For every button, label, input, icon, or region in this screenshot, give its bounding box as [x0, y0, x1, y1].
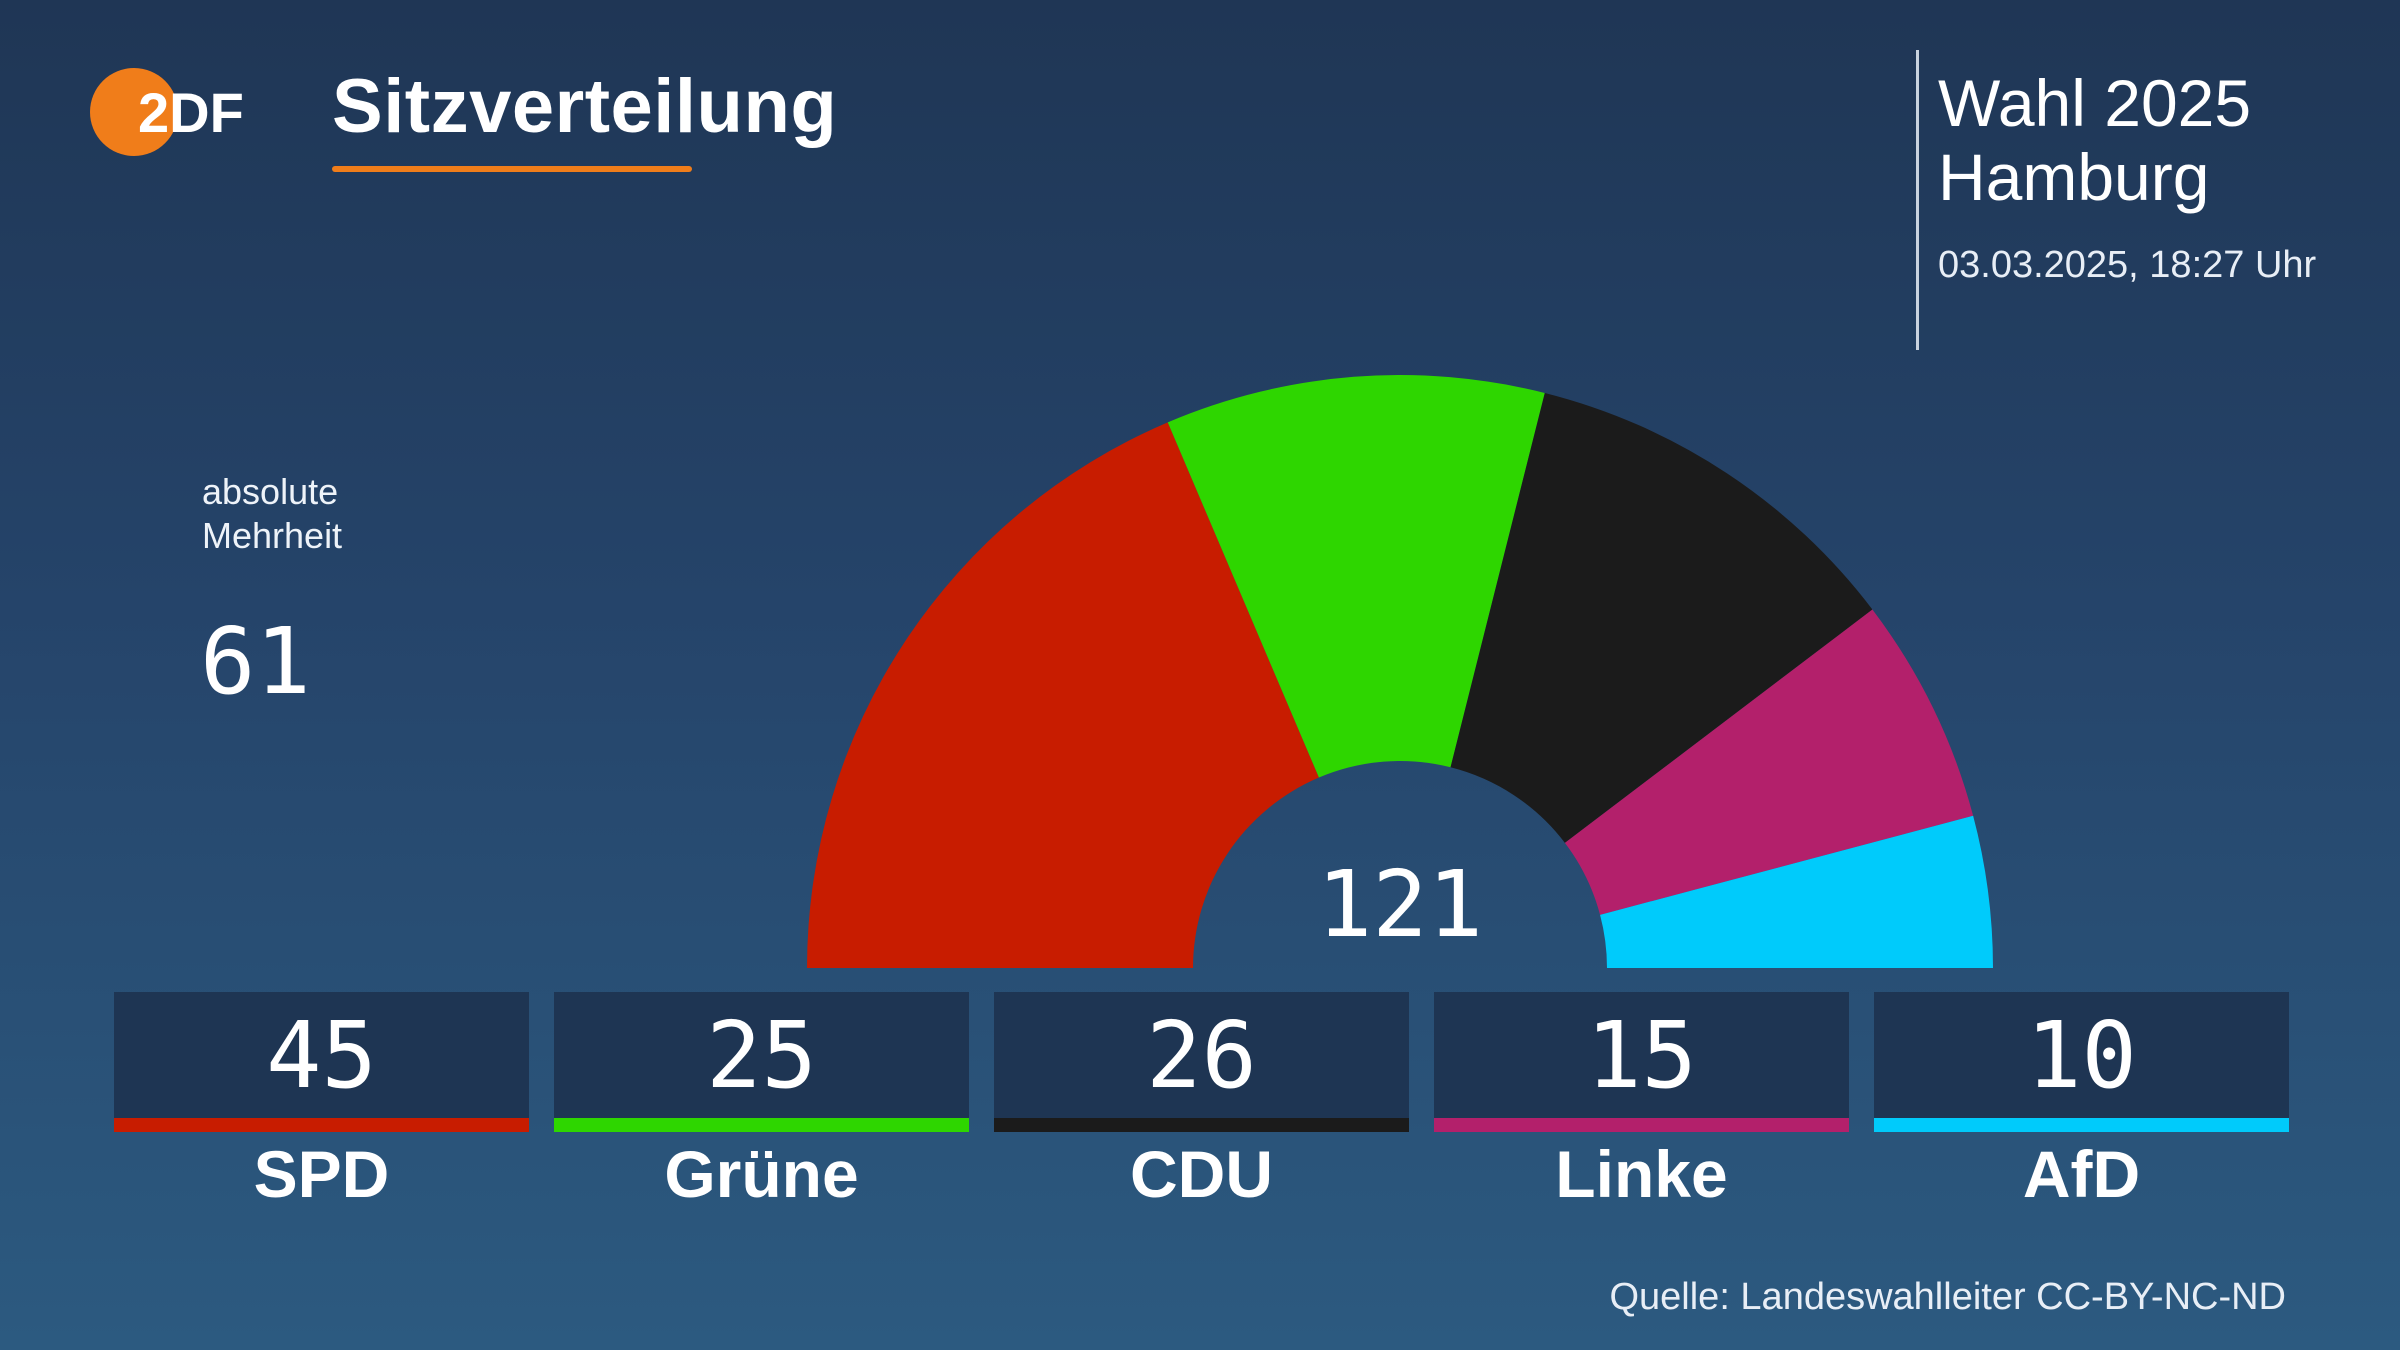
party-tile-linke: 15 — [1434, 992, 1849, 1132]
party-color-bar-linke — [1434, 1118, 1849, 1132]
zdf-logo: 2DF — [90, 68, 244, 156]
logo-text: 2DF — [138, 81, 244, 144]
majority-value: 61 — [200, 608, 311, 715]
party-tile-afd: 10 — [1874, 992, 2289, 1132]
seat-slice-spd — [807, 422, 1319, 968]
header-divider — [1916, 50, 1919, 350]
party-label-spd: SPD — [253, 1137, 390, 1211]
source-note: Quelle: Landeswahlleiter CC-BY-NC-ND — [1609, 1276, 2286, 1318]
seat-slice-afd — [1600, 815, 1993, 968]
seat-chart: 121 — [807, 375, 1993, 968]
party-tile-grne: 25 — [554, 992, 969, 1132]
election-region: Hamburg — [1938, 140, 2210, 214]
party-label-linke: Linke — [1555, 1137, 1728, 1211]
seat-count-afd: 10 — [2026, 1002, 2137, 1109]
party-label-grne: Grüne — [664, 1137, 859, 1211]
seat-slice-cdu — [1450, 392, 1873, 843]
party-color-bar-cdu — [994, 1118, 1409, 1132]
seat-count-grne: 25 — [706, 1002, 817, 1109]
page-title: Sitzverteilung — [332, 64, 838, 149]
majority-label: absolute Mehrheit — [202, 471, 343, 556]
party-tile-spd: 45 — [114, 992, 529, 1132]
seat-count-linke: 15 — [1586, 1002, 1697, 1109]
title-underline — [332, 166, 692, 172]
party-color-bar-afd — [1874, 1118, 2289, 1132]
party-label-cdu: CDU — [1130, 1137, 1273, 1211]
party-color-bar-spd — [114, 1118, 529, 1132]
total-seats-label: 121 — [1317, 851, 1483, 958]
seat-count-cdu: 26 — [1146, 1002, 1257, 1109]
party-tile-cdu: 26 — [994, 992, 1409, 1132]
party-label-afd: AfD — [2022, 1137, 2141, 1211]
party-color-bar-grne — [554, 1118, 969, 1132]
seat-slice-grne — [1167, 375, 1545, 778]
election-info: Wahl 2025 Hamburg — [1938, 66, 2251, 214]
chart-slices — [807, 375, 1993, 968]
election-name: Wahl 2025 — [1938, 66, 2252, 140]
seat-count-spd: 45 — [266, 1002, 377, 1109]
election-datetime: 03.03.2025, 18:27 Uhr — [1938, 244, 2317, 286]
seat-slice-linke — [1564, 609, 1974, 915]
